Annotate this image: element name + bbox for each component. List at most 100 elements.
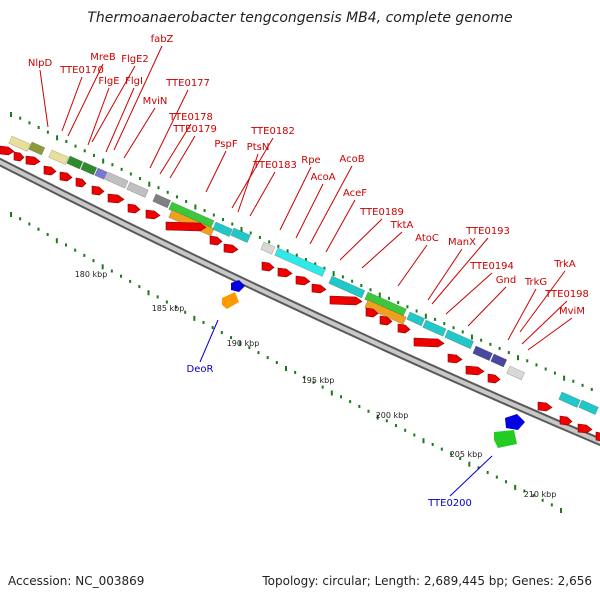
gene-arrow [107,193,125,204]
ruler-tick-mark [83,253,86,257]
ruler-tick-mark [526,359,529,363]
ruler-tick-mark [129,279,132,283]
cog-feature-box [422,319,447,337]
gene-label: TTE0170 [59,65,104,76]
map-title: Thermoanaerobacter tengcongensis MB4, co… [87,10,513,26]
ruler-tick-mark [257,351,260,355]
ruler-tick-mark [523,489,526,493]
ruler-tick-mark [450,452,452,456]
ruler-tick-mark [560,508,562,513]
ruler-tick-mark [340,395,342,399]
gene-arrow [0,145,15,156]
gene-label-leader [521,300,568,345]
ruler-tick-mark [19,217,22,221]
ruler-tick-mark [358,404,361,408]
ruler-tick-mark [74,144,77,148]
ruler-tick-mark [404,428,407,432]
ruler-tick-mark [387,296,390,300]
ruler-tick-mark [268,240,271,244]
ruler-tick-mark [563,375,566,381]
ruler-tick-mark [443,322,446,326]
ruler-tick-mark [28,121,31,125]
cog-feature-box [80,161,98,176]
gene-label: TTE0177 [165,78,210,89]
ruler-tick-mark [230,336,232,340]
ruler-tick-mark [202,320,205,324]
gene-label-leader [361,231,403,269]
ruler-tick-mark [489,342,492,346]
ruler-tick-mark [185,199,188,203]
cog-feature-box [364,299,407,325]
gene-label-leader [279,166,312,231]
ruler-tick-mark [111,163,114,167]
cog-feature-box [48,149,69,166]
ruler-tick-mark [266,356,269,360]
gene-label: FlgE [98,76,119,87]
ruler-tick-mark [369,288,372,292]
ruler-tick-mark [277,244,280,248]
ruler-tick-mark [92,259,95,263]
ruler-tick-mark [212,213,215,217]
gene-label-leader [169,135,196,179]
ruler-tick-mark [550,503,553,507]
cog-feature-box [260,241,276,255]
cog-feature-box [506,365,526,381]
ruler-tick-mark [470,334,473,340]
reverse-label-leader [449,455,493,497]
gene-arrow [397,323,411,334]
ruler-tick-mark [19,116,22,120]
ruler-tick-mark [495,475,498,479]
gene-label-leader [339,218,383,261]
ruler-tick-mark [46,130,49,134]
reverse-gene-label: TTE0200 [427,498,472,509]
ruler-tick-mark [294,370,297,374]
gene-arrows [0,145,600,442]
accession-text: Accession: NC_003869 [8,574,145,588]
ruler-tick-mark [231,222,234,226]
gene-label: MviM [559,306,585,317]
gene-label: TTE0182 [250,126,295,137]
gene-label-leader [39,69,49,128]
gene-label: AceF [343,188,367,199]
cog-feature-box [578,399,599,416]
cog-feature-box [28,141,46,156]
ruler-tick-mark [341,275,344,279]
gene-label: MviN [143,96,168,107]
cog-feature-box [444,329,474,350]
gene-label: fabZ [151,34,174,45]
gene-arrow [59,171,73,182]
ruler-tick-mark [514,484,517,490]
ruler-tick-mark [55,238,58,244]
ruler-tick-mark [211,326,214,330]
ruler-tick-mark [314,262,317,266]
ruler-tick-mark [434,317,437,321]
ruler-tick-mark [351,279,354,283]
ruler-label: 210 kbp [524,490,557,499]
gene-label: Rpe [301,155,320,166]
ruler-label: 180 kbp [75,270,108,279]
ruler-tick-mark [193,315,196,321]
ruler-tick-mark [395,424,397,428]
ruler-tick-mark [37,227,40,231]
cog-feature-box [328,275,366,299]
ruler-tick-mark [102,158,105,164]
gene-arrow [13,151,25,162]
ruler-tick-mark [452,326,455,330]
ruler-tick-mark [544,367,547,371]
ruler-tick-mark [175,195,178,199]
ruler-tick-mark [321,385,324,389]
gene-label-leader [237,153,259,213]
gene-label: TTE0179 [172,124,217,135]
gene-label-leader [91,65,136,143]
ruler-label: 200 kbp [376,411,409,420]
gene-label-leader [507,288,537,341]
gene-label-leader [67,63,104,137]
gene-label: TTE0189 [359,207,404,218]
gene-arrow [145,209,161,220]
gene-arrow [365,307,379,318]
ruler-tick-mark [10,212,12,217]
gene-label: Gnd [496,275,516,286]
ruler-tick-mark [461,330,464,334]
ruler-tick-mark [541,498,544,502]
